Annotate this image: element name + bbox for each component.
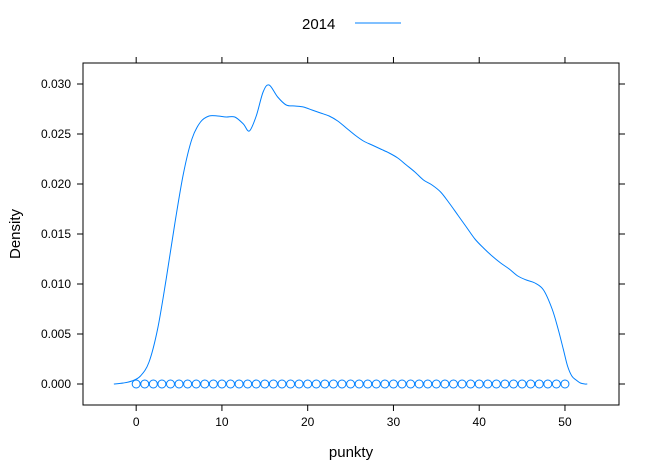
rug-point [397, 379, 407, 389]
rug-point [294, 379, 304, 389]
rug-point [483, 379, 493, 389]
rug-point [363, 379, 373, 389]
rug-point [260, 379, 270, 389]
y-tick-label: 0.015 [41, 227, 71, 241]
x-axis-title: punkty [329, 444, 374, 461]
rug-point [500, 379, 510, 389]
rug-point [208, 379, 218, 389]
rug-point [200, 379, 210, 389]
x-axis: 0 10 20 30 40 50 [133, 57, 572, 429]
y-axis-title: Density [7, 208, 24, 259]
rug-point [551, 379, 561, 389]
rug-point [131, 379, 141, 389]
rug-point [526, 379, 536, 389]
x-tick-label: 30 [387, 415, 401, 429]
rug-point [337, 379, 347, 389]
rug-point [509, 379, 519, 389]
legend: 2014 [302, 16, 401, 33]
x-tick-label: 20 [301, 415, 315, 429]
rug-point [534, 379, 544, 389]
rug-point [474, 379, 484, 389]
rug-point [440, 379, 450, 389]
rug-point [406, 379, 416, 389]
rug-point [217, 379, 227, 389]
rug-point [243, 379, 253, 389]
plot-frame [82, 62, 620, 406]
rug-point [174, 379, 184, 389]
rug-point [183, 379, 193, 389]
y-axis: 0.000 0.005 0.010 0.015 0.020 0.025 0.030 [41, 77, 625, 391]
rug-point [543, 379, 553, 389]
rug-point [157, 379, 167, 389]
y-tick-label: 0.025 [41, 127, 71, 141]
rug-point [320, 379, 330, 389]
rug-point [251, 379, 261, 389]
y-tick-label: 0.000 [41, 377, 71, 391]
rug-point [431, 379, 441, 389]
rug-point [165, 379, 175, 389]
rug-point [346, 379, 356, 389]
y-tick-label: 0.020 [41, 177, 71, 191]
rug-point [268, 379, 278, 389]
rug-point [148, 379, 158, 389]
y-tick-label: 0.010 [41, 277, 71, 291]
rug-point [286, 379, 296, 389]
legend-label-2014: 2014 [302, 16, 335, 33]
rug-point [448, 379, 458, 389]
x-tick-label: 50 [558, 415, 572, 429]
rug-point [423, 379, 433, 389]
rug-point [380, 379, 390, 389]
rug-point [388, 379, 398, 389]
rug-point [560, 379, 570, 389]
rug-points [131, 379, 570, 389]
rug-point [371, 379, 381, 389]
rug-point [328, 379, 338, 389]
rug-point [457, 379, 467, 389]
rug-point [303, 379, 313, 389]
x-tick-label: 40 [473, 415, 487, 429]
rug-point [311, 379, 321, 389]
rug-point [491, 379, 501, 389]
rug-point [414, 379, 424, 389]
rug-point [466, 379, 476, 389]
y-tick-label: 0.030 [41, 77, 71, 91]
x-tick-label: 0 [133, 415, 140, 429]
rug-point [191, 379, 201, 389]
density-line-2014 [113, 84, 588, 385]
rug-point [226, 379, 236, 389]
rug-point [354, 379, 364, 389]
rug-point [517, 379, 527, 389]
rug-point [234, 379, 244, 389]
rug-point [140, 379, 150, 389]
x-tick-label: 10 [215, 415, 229, 429]
rug-point [277, 379, 287, 389]
y-tick-label: 0.005 [41, 327, 71, 341]
